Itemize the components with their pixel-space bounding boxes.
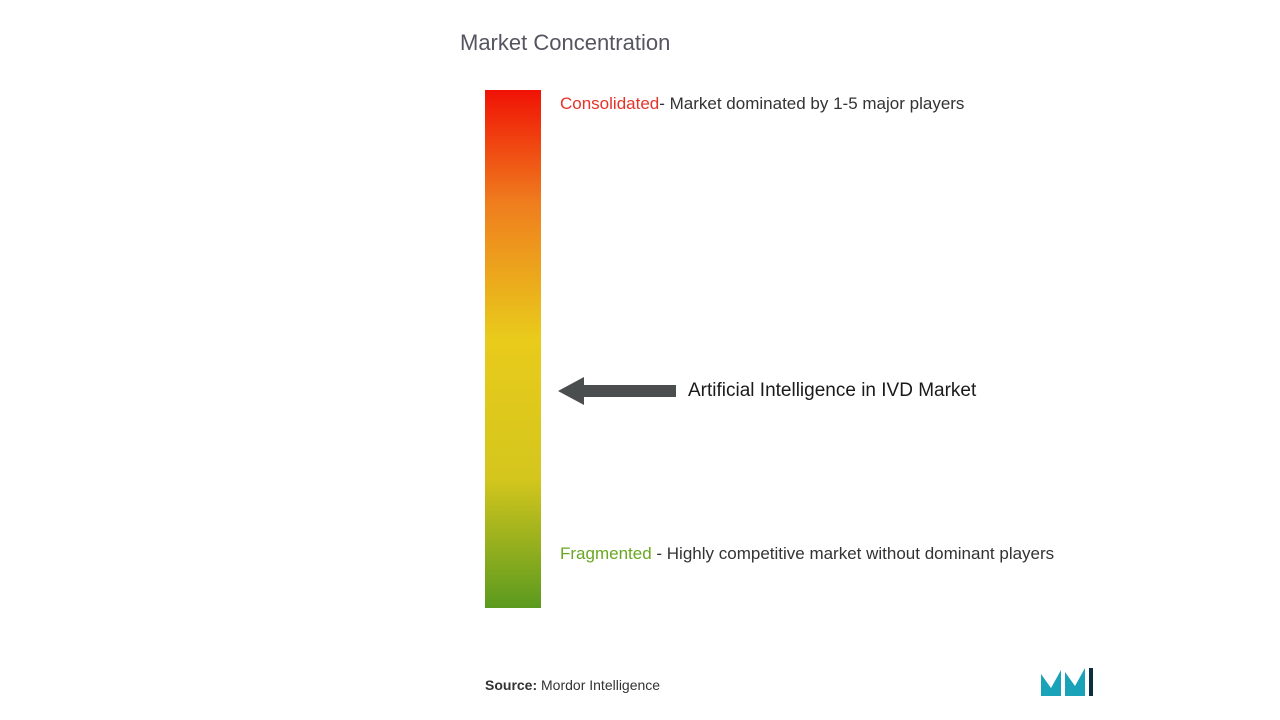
source-label: Source: [485, 677, 537, 693]
chart-title: Market Concentration [460, 30, 670, 56]
source-value: Mordor Intelligence [541, 677, 660, 693]
concentration-gradient-bar [485, 90, 541, 608]
arrow-left-icon [558, 376, 676, 406]
market-pointer: Artificial Intelligence in IVD Market [558, 376, 976, 406]
fragmented-label: Fragmented - Highly competitive market w… [560, 540, 1054, 569]
consolidated-label: Consolidated- Market dominated by 1-5 ma… [560, 92, 964, 116]
consolidated-description: - Market dominated by 1-5 major players [659, 94, 964, 113]
market-pointer-label: Artificial Intelligence in IVD Market [688, 380, 976, 402]
consolidated-keyword: Consolidated [560, 94, 659, 113]
source-attribution: Source: Mordor Intelligence [485, 677, 660, 693]
fragmented-keyword: Fragmented [560, 544, 652, 563]
brand-logo-icon [1039, 664, 1095, 698]
fragmented-description: - Highly competitive market without domi… [652, 544, 1055, 563]
